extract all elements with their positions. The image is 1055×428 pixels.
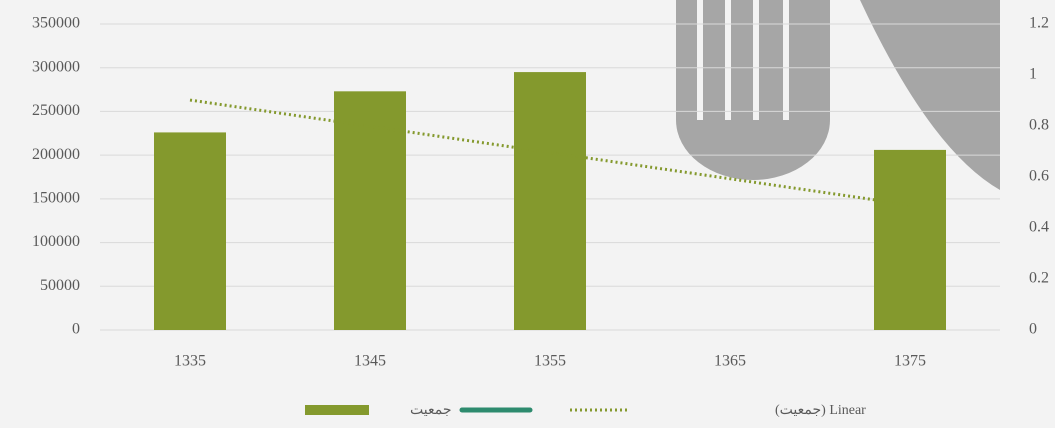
y-tick-label: 0	[72, 321, 80, 338]
y2-tick-label: 0	[1029, 321, 1037, 338]
y-tick-label: 100000	[32, 233, 80, 250]
x-tick-label: 1365	[714, 353, 746, 370]
decor-shape	[860, 0, 1000, 190]
bar	[154, 132, 226, 330]
y-tick-label: 50000	[40, 277, 80, 294]
x-tick-label: 1375	[894, 353, 926, 370]
trendline	[189, 98, 911, 207]
x-tick-label: 1345	[354, 353, 386, 370]
y2-tick-label: 0.2	[1029, 270, 1049, 287]
bar	[874, 149, 946, 330]
bar	[334, 91, 406, 330]
y-tick-label: 350000	[32, 15, 80, 32]
legend-label: Linear (جمعیت)	[775, 403, 866, 418]
y-tick-label: 200000	[32, 146, 80, 163]
x-tick-label: 1355	[534, 353, 566, 370]
decor-lines	[697, 0, 789, 120]
y-tick-label: 250000	[32, 102, 80, 119]
y2-tick-label: 0.8	[1029, 117, 1049, 134]
x-tick-label: 1335	[174, 353, 206, 370]
y2-tick-label: 1.2	[1029, 15, 1049, 32]
legend-swatch	[305, 405, 369, 415]
legend-label: جمعیت	[410, 403, 451, 418]
y2-tick-label: 0.4	[1029, 219, 1049, 236]
y2-tick-label: 1	[1029, 66, 1037, 83]
y-tick-label: 300000	[32, 58, 80, 75]
y-tick-label: 150000	[32, 190, 80, 207]
bar	[514, 72, 586, 330]
y2-tick-label: 0.6	[1029, 168, 1049, 185]
